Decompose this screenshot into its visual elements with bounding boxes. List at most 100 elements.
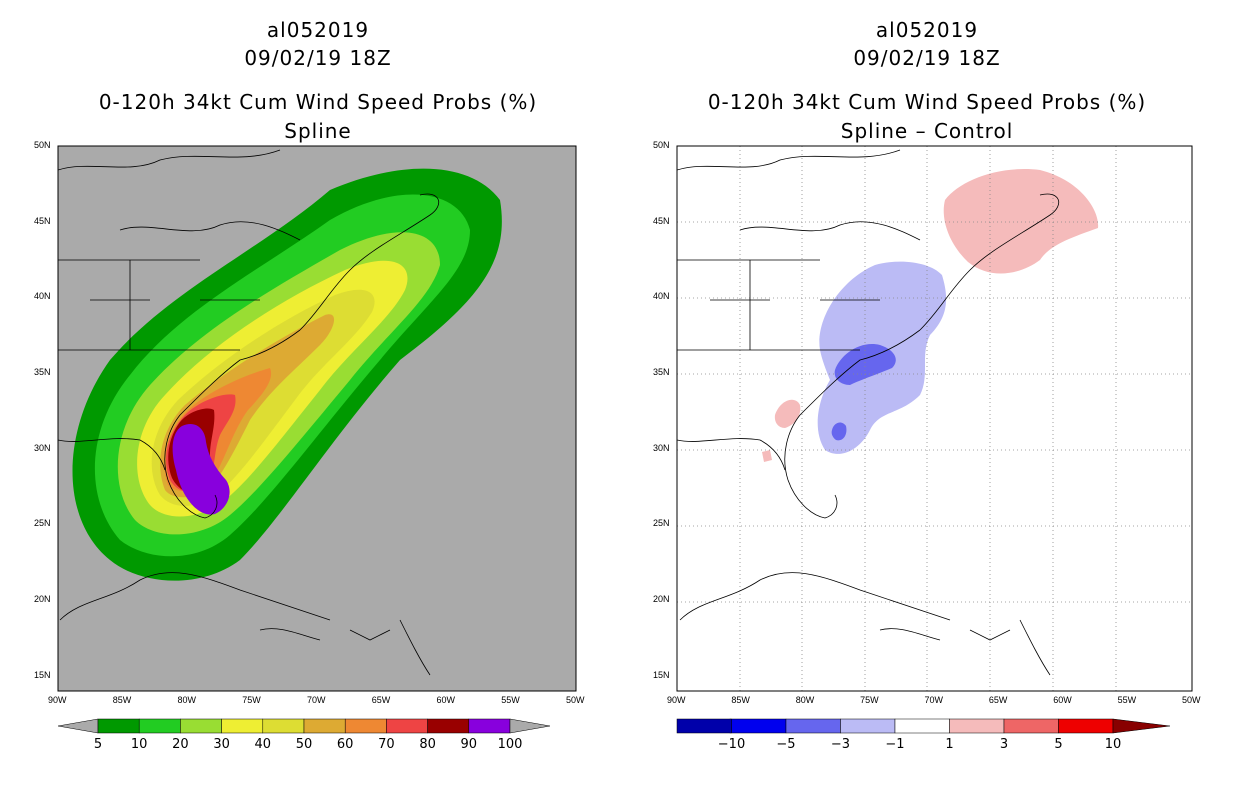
diff-pos-1-3-florida	[762, 450, 772, 462]
right-subtitle: Spline – Control	[840, 119, 1014, 143]
left-colorbar-high-arrow	[509, 718, 551, 734]
colorbar-label: 100	[497, 737, 523, 752]
right-datetime: 09/02/19 18Z	[853, 46, 1001, 70]
x-tick-label: 65W	[371, 695, 391, 705]
x-tick-label: 85W	[112, 695, 132, 705]
x-tick-label: 75W	[860, 695, 879, 705]
colorbar-swatch	[468, 718, 511, 734]
colorbar-swatch	[785, 718, 841, 734]
left-colorbar-low-arrow	[57, 718, 99, 734]
prob-band-90-100	[172, 423, 230, 515]
y-tick-label: 25N	[653, 518, 670, 529]
left-probability-field	[72, 168, 502, 581]
left-map-frame	[57, 145, 577, 692]
right-title: 0-120h 34kt Cum Wind Speed Probs (%)	[707, 90, 1147, 114]
y-tick-label: 50N	[34, 140, 51, 150]
y-tick-label: 40N	[34, 291, 51, 302]
right-coastlines	[677, 149, 1060, 676]
colorbar-swatch	[949, 718, 1005, 734]
x-tick-label: 80W	[795, 695, 815, 705]
x-tick-label: 85W	[731, 695, 750, 705]
x-tick-label: 55W	[501, 695, 520, 705]
x-tick-label: 90W	[48, 695, 67, 705]
left-title: 0-120h 34kt Cum Wind Speed Probs (%)	[98, 90, 538, 114]
colorbar-label: 10	[1104, 737, 1122, 752]
colorbar-label: 70	[378, 737, 395, 752]
colorbar-label: −5	[776, 737, 796, 752]
y-tick-label: 15N	[34, 669, 51, 680]
right-difference-field	[762, 169, 1099, 462]
y-tick-label: 45N	[34, 215, 51, 226]
right-map-background	[677, 146, 1192, 691]
colorbar-swatch	[427, 718, 470, 734]
colorbar-label: 50	[295, 737, 313, 752]
y-tick-label: 20N	[34, 594, 51, 605]
y-tick-label: 35N	[34, 367, 51, 378]
colorbar-label: 40	[254, 737, 272, 752]
x-tick-label: 70W	[924, 695, 944, 705]
colorbar-swatch	[1003, 718, 1059, 734]
colorbar-label: −10	[717, 737, 746, 752]
colorbar-label: 90	[460, 737, 478, 752]
colorbar-swatch	[731, 718, 787, 734]
x-tick-label: 70W	[307, 695, 326, 705]
y-tick-label: 35N	[653, 367, 670, 378]
diff-neg-3-5-south	[831, 422, 847, 441]
colorbar-label: 3	[999, 737, 1009, 752]
left-subtitle: Spline	[284, 119, 352, 143]
colorbar-label: 5	[1054, 737, 1063, 752]
left-datetime: 09/02/19 18Z	[244, 46, 392, 70]
x-tick-label: 60W	[1053, 695, 1072, 705]
right-map-frame	[676, 145, 1193, 692]
right-colorbar-high-arrow	[1112, 718, 1171, 734]
colorbar-label: 10	[130, 737, 148, 752]
y-tick-label: 15N	[653, 669, 670, 680]
right-colorbar	[676, 718, 1171, 734]
colorbar-swatch	[221, 718, 264, 734]
colorbar-swatch	[97, 718, 140, 734]
x-tick-label: 65W	[988, 695, 1008, 705]
left-coastlines	[58, 149, 440, 676]
y-tick-label: 40N	[653, 291, 670, 302]
y-tick-label: 50N	[653, 140, 670, 150]
colorbar-swatch	[180, 718, 222, 734]
diff-pos-1-3-northeast	[943, 169, 1099, 274]
right-storm-id: al052019	[875, 18, 979, 42]
colorbar-label: 5	[93, 737, 103, 752]
colorbar-label: 20	[172, 737, 189, 752]
colorbar-swatch	[344, 718, 387, 734]
right-grid	[677, 146, 1192, 691]
y-tick-label: 30N	[34, 442, 51, 453]
y-tick-label: 20N	[653, 594, 670, 605]
colorbar-swatch	[138, 718, 181, 734]
colorbar-swatch	[386, 718, 428, 734]
colorbar-swatch	[1058, 718, 1114, 734]
x-tick-label: 50W	[1182, 695, 1201, 705]
left-colorbar	[57, 718, 551, 734]
y-tick-label: 25N	[34, 518, 51, 529]
colorbar-label: −3	[830, 737, 851, 752]
colorbar-label: 1	[945, 737, 954, 752]
x-tick-label: 75W	[242, 695, 261, 705]
y-tick-label: 30N	[653, 442, 670, 453]
left-storm-id: al052019	[266, 18, 370, 42]
colorbar-swatch	[894, 718, 950, 734]
diff-pos-1-3-carolina	[774, 399, 801, 428]
x-tick-label: 60W	[436, 695, 456, 705]
y-tick-label: 45N	[653, 215, 670, 226]
colorbar-swatch	[840, 718, 896, 734]
colorbar-label: 80	[419, 737, 436, 752]
colorbar-label: −1	[885, 737, 905, 752]
colorbar-swatch	[676, 718, 732, 734]
diff-neg-3-5-coast	[834, 344, 896, 385]
x-tick-label: 90W	[667, 695, 686, 705]
left-map-panel	[57, 145, 577, 692]
colorbar-label: 30	[213, 737, 230, 752]
x-tick-label: 80W	[177, 695, 197, 705]
colorbar-label: 60	[336, 737, 354, 752]
colorbar-swatch	[303, 718, 346, 734]
x-tick-label: 50W	[566, 695, 585, 705]
colorbar-swatch	[262, 718, 305, 734]
right-map-panel	[676, 145, 1193, 692]
